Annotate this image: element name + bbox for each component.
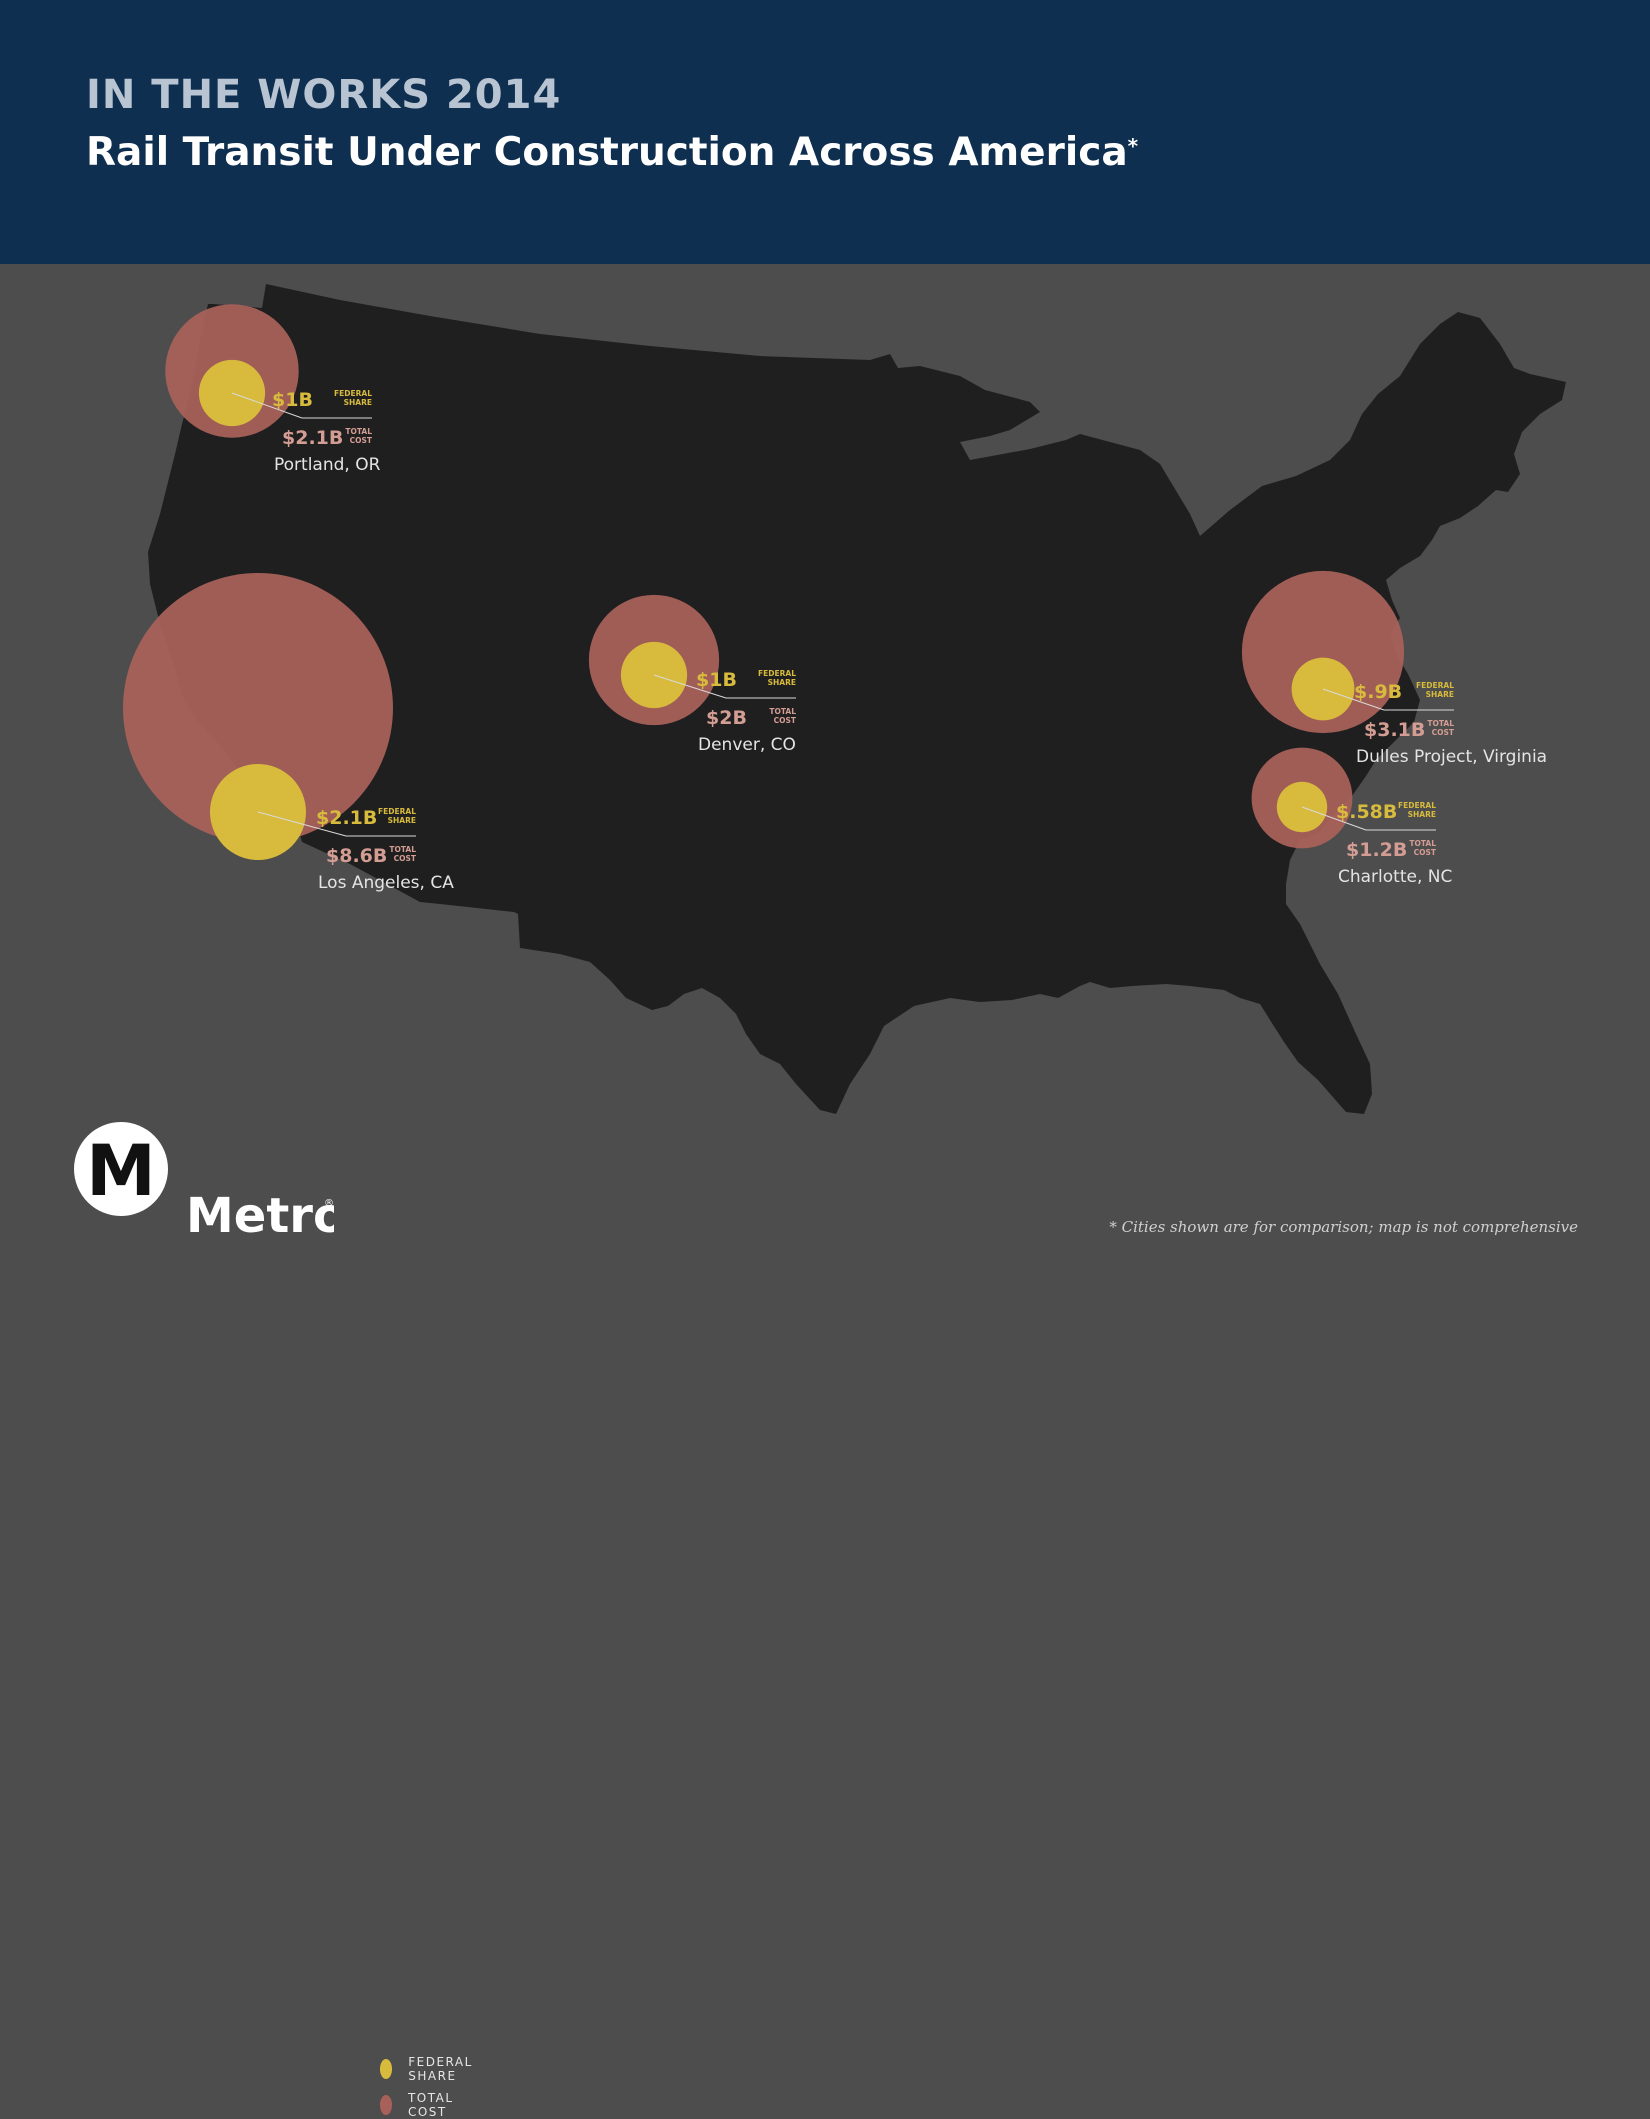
- los-angeles-federal-value: $2.1B: [316, 807, 377, 829]
- denver-total-unit-bottom: COST: [774, 716, 797, 725]
- charlotte-total-value: $1.2B: [1346, 839, 1407, 861]
- los-angeles-city-name: Los Angeles, CA: [318, 873, 454, 893]
- page-title-text: Rail Transit Under Construction Across A…: [86, 130, 1128, 175]
- portland-total-unit-bottom: COST: [350, 436, 373, 445]
- dulles-total-unit-bottom: COST: [1432, 728, 1455, 737]
- title-asterisk: *: [1127, 134, 1139, 158]
- footnote: * Cities shown are for comparison; map i…: [1109, 1218, 1578, 1236]
- charlotte-federal-unit-bottom: SHARE: [1408, 810, 1436, 819]
- page-title: Rail Transit Under Construction Across A…: [86, 130, 1138, 175]
- denver-total-unit-top: TOTAL: [769, 707, 796, 716]
- dulles-city-name: Dulles Project, Virginia: [1356, 747, 1547, 767]
- bubble-layer: [123, 304, 1405, 860]
- dulles-total-value: $3.1B: [1364, 719, 1425, 741]
- portland-total-value: $2.1B: [282, 427, 343, 449]
- legend-total: TOTAL COST: [380, 2091, 462, 2119]
- denver-federal-unit-top: FEDERAL: [758, 669, 796, 678]
- portland-federal-unit-bottom: SHARE: [344, 398, 372, 407]
- los-angeles-total-circle: [123, 573, 393, 843]
- total-swatch-icon: [380, 2095, 392, 2115]
- portland-federal-circle: [198, 359, 266, 427]
- dulles-federal-unit-bottom: SHARE: [1426, 690, 1454, 699]
- denver-city-name: Denver, CO: [698, 735, 796, 755]
- dulles-total-unit-top: TOTAL: [1427, 719, 1454, 728]
- denver-federal-unit-bottom: SHARE: [768, 678, 796, 687]
- charlotte-total-unit-bottom: COST: [1414, 848, 1437, 857]
- legend-total-label: TOTAL COST: [407, 2091, 454, 2119]
- dulles-total-circle: [1241, 570, 1405, 734]
- los-angeles-federal-unit-top: FEDERAL: [378, 807, 416, 816]
- charlotte-total-unit-top: TOTAL: [1409, 839, 1436, 848]
- los-angeles-total-unit-bottom: COST: [394, 854, 417, 863]
- portland-city-name: Portland, OR: [274, 455, 381, 475]
- metro-logo-graphic: M Metro ®: [74, 1122, 346, 1244]
- metro-registered-mark: ®: [324, 1198, 334, 1209]
- charlotte-city-name: Charlotte, NC: [1338, 867, 1452, 887]
- denver-federal-value: $1B: [696, 669, 737, 691]
- denver-leader-line: [653, 674, 727, 699]
- charlotte-leader-line: [1301, 806, 1367, 831]
- portland-total-unit-top: TOTAL: [345, 427, 372, 436]
- charlotte-federal-value: $.58B: [1336, 801, 1397, 823]
- portland-federal-value: $1B: [272, 389, 313, 411]
- dulles-federal-value: $.9B: [1354, 681, 1402, 703]
- metro-logo: M Metro ®: [74, 1122, 346, 1256]
- los-angeles-total-unit-top: TOTAL: [389, 845, 416, 854]
- los-angeles-federal-unit-bottom: SHARE: [388, 816, 416, 825]
- metro-brand-name: Metro: [186, 1188, 334, 1244]
- dulles-leader-line: [1322, 688, 1385, 711]
- portland-leader-line: [231, 392, 303, 419]
- federal-swatch-icon: [380, 2059, 393, 2079]
- charlotte-federal-unit-top: FEDERAL: [1398, 801, 1436, 810]
- metro-logo-circle: [74, 1122, 168, 1216]
- us-landmass: [148, 284, 1566, 1114]
- kicker-title: IN THE WORKS 2014: [86, 72, 562, 118]
- metro-logo-letter: M: [86, 1130, 156, 1212]
- los-angeles-total-value: $8.6B: [326, 845, 387, 867]
- denver-total-value: $2B: [706, 707, 747, 729]
- dulles-federal-unit-top: FEDERAL: [1416, 681, 1454, 690]
- portland-federal-unit-top: FEDERAL: [334, 389, 372, 398]
- legend-federal: FEDERAL SHARE: [380, 2055, 481, 2083]
- header-banner: IN THE WORKS 2014 Rail Transit Under Con…: [0, 0, 1650, 264]
- legend-federal-label: FEDERAL SHARE: [408, 2055, 473, 2083]
- map-area: $1B FEDERAL SHARE $2.1B TOTAL COST Portland, O…: [0, 264, 1650, 2119]
- los-angeles-leader-line: [257, 811, 347, 837]
